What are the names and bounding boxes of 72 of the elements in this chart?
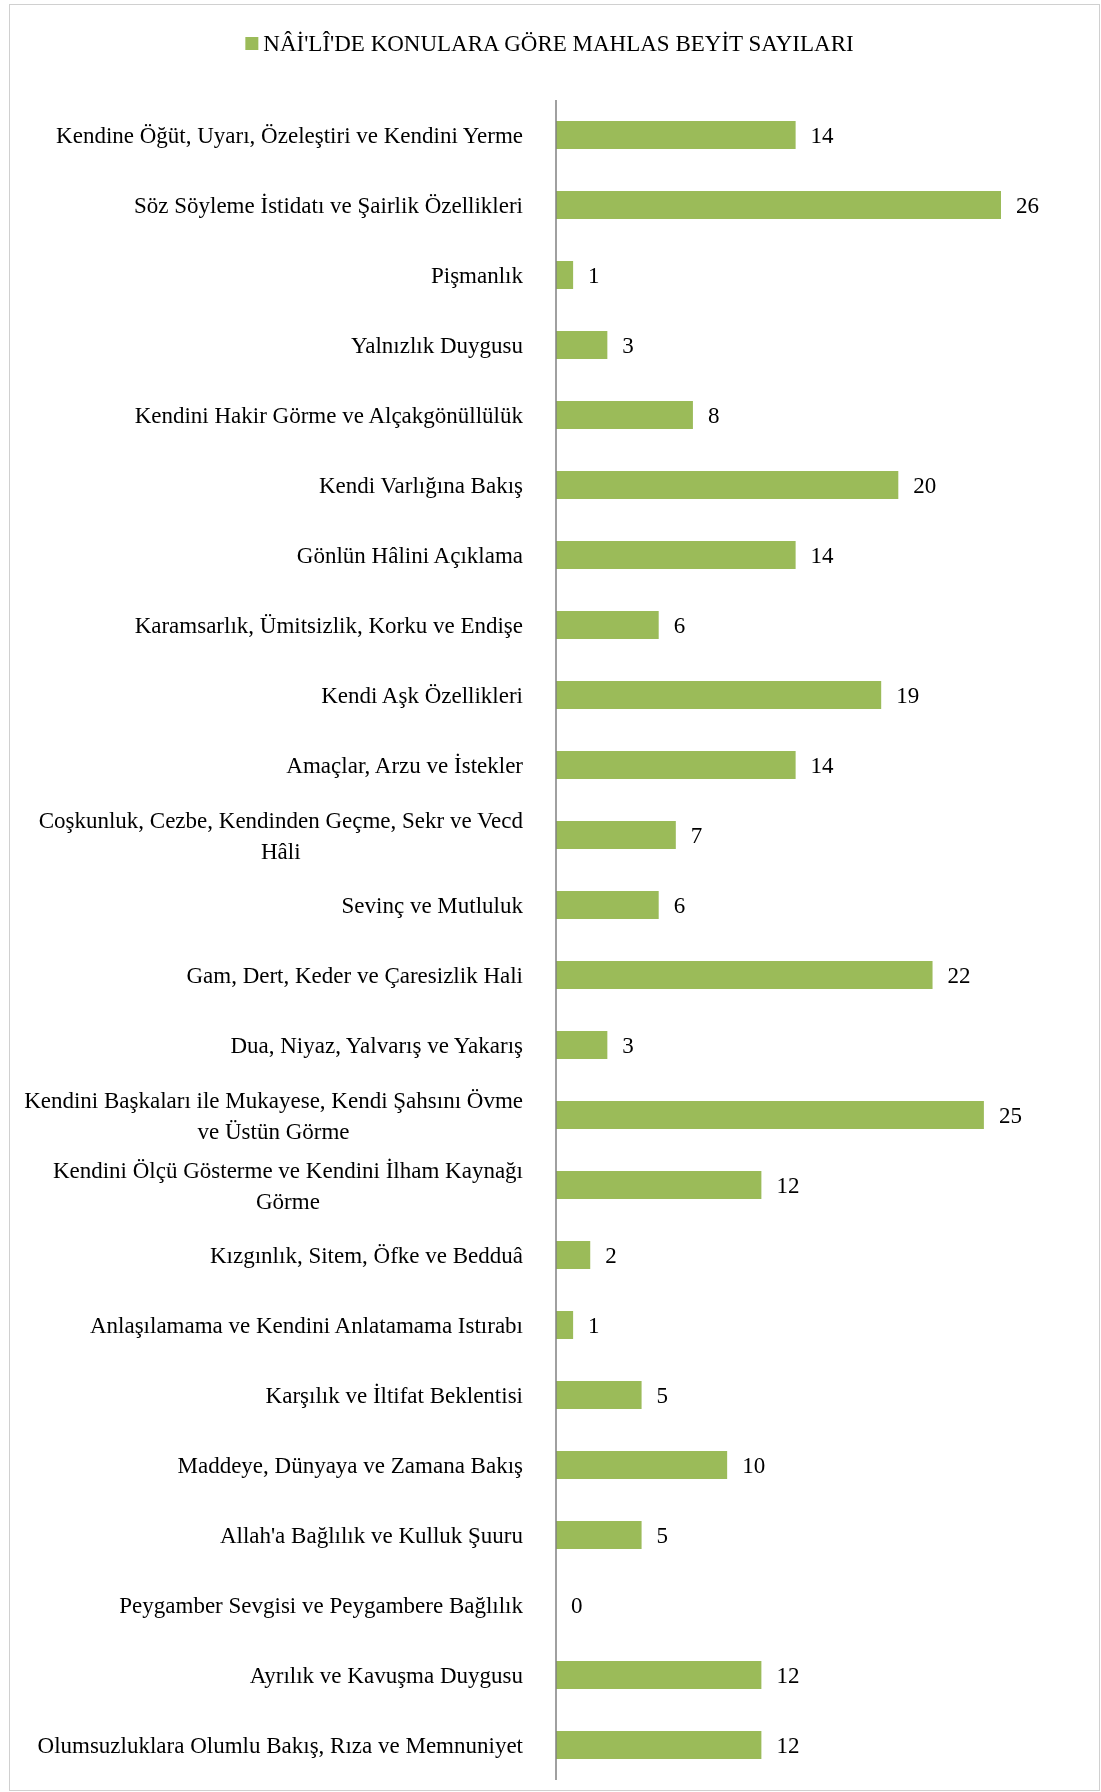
bar (556, 1241, 591, 1269)
bar (556, 121, 796, 149)
data-label: 14 (810, 123, 835, 149)
y-tick-label: Kendini Ölçü Gösterme ve Kendini İlham Kaynağı Görme (52, 1157, 523, 1214)
y-tick-label: Olumsuzluklara Olumlu Bakış, Rıza ve Memnuniyet (37, 1733, 524, 1759)
bar (556, 1521, 642, 1549)
bar (556, 1451, 728, 1479)
bar (556, 891, 659, 919)
data-label: 2 (605, 1243, 617, 1269)
y-tick-label: Söz Söyleme İstidatı ve Şairlik Özellikleri (133, 193, 523, 219)
data-label: 12 (776, 1733, 800, 1759)
y-tick-label: Sevinç ve Mutluluk (341, 893, 524, 919)
bar (556, 541, 796, 569)
bar (556, 821, 676, 849)
y-tick-label: Kendine Öğüt, Uyarı, Özeleştiri ve Kendini Yerme (56, 123, 523, 149)
bar (556, 401, 693, 429)
bar (556, 1101, 984, 1129)
bar (556, 1311, 574, 1339)
data-label: 0 (571, 1593, 583, 1619)
data-label: 14 (810, 543, 835, 569)
bar (556, 1731, 762, 1759)
data-label: 25 (998, 1103, 1022, 1129)
data-label: 7 (690, 823, 703, 849)
bar (556, 681, 882, 709)
y-tick-label: Pişmanlık (430, 263, 524, 289)
bar (556, 1171, 762, 1199)
y-tick-label: Karamsarlık, Ümitsizlik, Korku ve Endişe (134, 613, 523, 639)
data-label: 12 (776, 1663, 800, 1689)
bar (556, 261, 574, 289)
y-tick-label: Kendini Başkaları ile Mukayese, Kendi Şahsını Övme ve Üstün Görme (24, 1087, 523, 1144)
data-label: 14 (810, 753, 835, 779)
bar (556, 1031, 608, 1059)
y-tick-label: Kendi Aşk Özellikleri (321, 683, 523, 709)
data-label: 1 (588, 263, 600, 289)
data-label: 8 (707, 403, 720, 429)
y-tick-label: Allah'a Bağlılık ve Kulluk Şuuru (219, 1523, 524, 1549)
data-label: 5 (656, 1523, 669, 1549)
y-tick-label: Maddeye, Dünyaya ve Zamana Bakış (177, 1453, 524, 1479)
bar (556, 961, 933, 989)
bar (556, 471, 899, 499)
data-label: 22 (947, 963, 971, 989)
y-tick-label: Ayrılık ve Kavuşma Duygusu (249, 1663, 524, 1689)
y-tick-label: Kendi Varlığına Bakış (319, 473, 524, 499)
y-tick-label: Peygamber Sevgisi ve Peygambere Bağlılık (119, 1593, 524, 1619)
y-tick-label: Karşılık ve İltifat Beklentisi (265, 1383, 523, 1409)
data-label: 20 (913, 473, 937, 499)
data-label: 1 (588, 1313, 600, 1339)
y-tick-label: Gam, Dert, Keder ve Çaresizlik Hali (186, 963, 523, 989)
y-tick-label: Kendini Hakir Görme ve Alçakgönüllülük (134, 403, 524, 429)
bar (556, 1381, 642, 1409)
data-label: 6 (673, 613, 686, 639)
data-label: 26 (1016, 193, 1039, 219)
y-tick-label: Dua, Niyaz, Yalvarış ve Yakarış (230, 1033, 524, 1059)
y-tick-label: Yalnızlık Duygusu (350, 333, 524, 359)
bar (556, 331, 608, 359)
data-label: 19 (896, 683, 920, 709)
y-tick-label: Gönlün Hâlini Açıklama (296, 543, 523, 569)
y-tick-label: Anlaşılamama ve Kendini Anlatamama Istırabı (89, 1313, 523, 1339)
legend-label: NÂİ'LÎ'DE KONULARA GÖRE MAHLAS BEYİT SAYILARI (263, 31, 854, 57)
bar (556, 191, 1001, 219)
y-tick-label: Amaçlar, Arzu ve İstekler (286, 753, 524, 779)
data-label: 6 (673, 893, 686, 919)
data-label: 5 (656, 1383, 669, 1409)
data-label: 3 (622, 333, 634, 359)
bar (556, 751, 796, 779)
data-label: 10 (742, 1453, 766, 1479)
y-tick-label: Kızgınlık, Sitem, Öfke ve Bedduâ (210, 1243, 523, 1269)
y-tick-label: Coşkunluk, Cezbe, Kendinden Geçme, Sekr ve Vecd Hâli (38, 807, 524, 864)
data-label: 12 (776, 1173, 800, 1199)
bar (556, 611, 659, 639)
bar (556, 1661, 762, 1689)
data-label: 3 (622, 1033, 634, 1059)
